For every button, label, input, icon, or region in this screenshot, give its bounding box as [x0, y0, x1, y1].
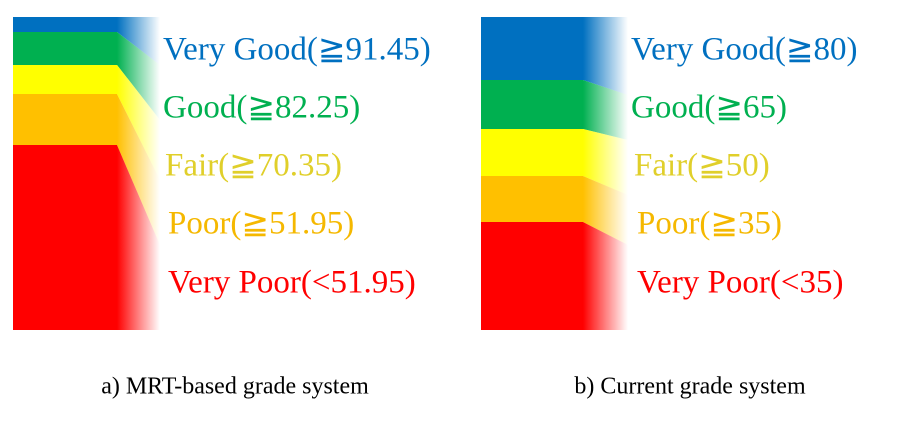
left-scale: Very Good(≧91.45) Good(≧82.25) Fair(≧70.…	[13, 17, 431, 400]
segment	[481, 176, 583, 222]
segment	[13, 94, 117, 145]
grade-label: Very Poor(<51.95)	[168, 265, 416, 301]
grade-label: Poor(≧35)	[637, 206, 782, 242]
grade-label: Good(≧65)	[631, 90, 787, 126]
segment	[481, 80, 583, 129]
fade	[583, 222, 628, 330]
segment	[13, 17, 117, 32]
segment	[13, 145, 117, 330]
segment	[481, 129, 583, 176]
fade	[117, 32, 160, 120]
right-scale: Very Good(≧80) Good(≧65) Fair(≧50) Poor(…	[481, 17, 858, 400]
grade-label: Very Poor(<35)	[637, 265, 844, 301]
fade	[117, 65, 160, 180]
grade-label: Fair(≧70.35)	[165, 148, 342, 184]
fade	[117, 145, 160, 330]
fade	[117, 17, 160, 65]
grade-label: Good(≧82.25)	[163, 90, 360, 126]
grade-label: Very Good(≧80)	[631, 32, 858, 68]
fade	[583, 17, 628, 95]
grade-label: Fair(≧50)	[634, 148, 770, 184]
fade	[583, 80, 628, 140]
segment	[481, 222, 583, 330]
caption: b) Current grade system	[574, 374, 806, 400]
segment	[481, 17, 583, 80]
segment	[13, 32, 117, 65]
fade	[117, 94, 160, 245]
caption: a) MRT-based grade system	[101, 374, 369, 400]
grade-label: Poor(≧51.95)	[168, 206, 354, 242]
segment	[13, 65, 117, 94]
grade-label: Very Good(≧91.45)	[163, 32, 431, 68]
fade	[583, 129, 628, 195]
